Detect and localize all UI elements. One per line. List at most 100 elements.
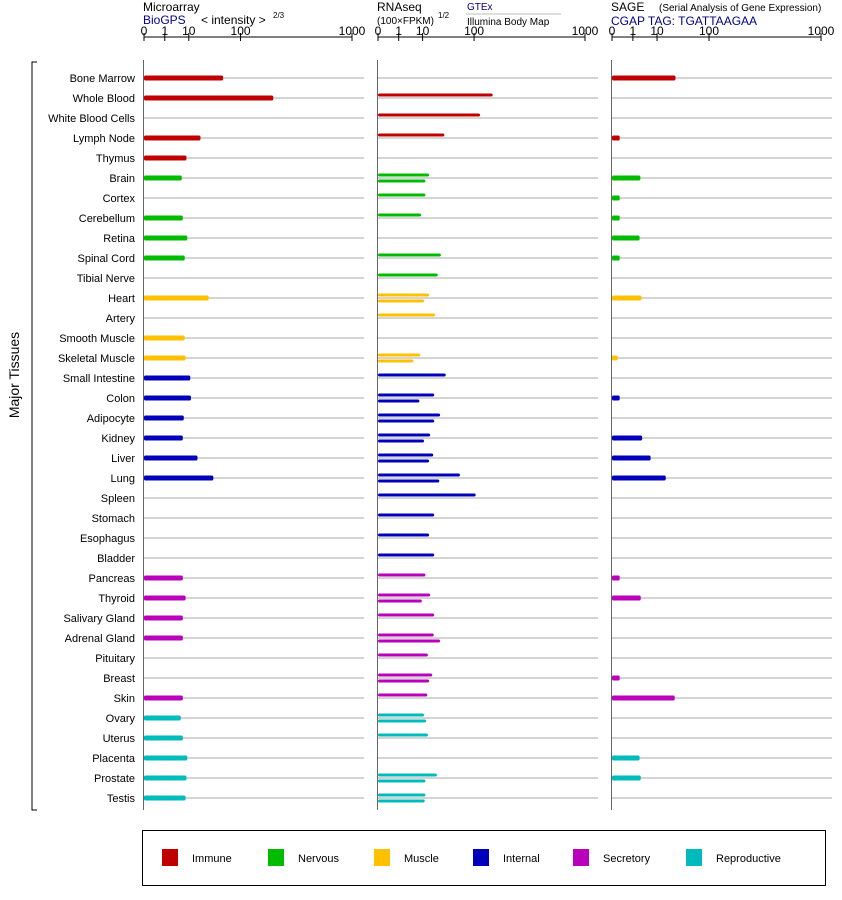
legend-label-immune: Immune	[192, 853, 232, 865]
tissue-label: Spinal Cord	[78, 253, 135, 265]
microarray-bar	[144, 595, 186, 601]
microarray-source-link[interactable]: BioGPS	[143, 13, 186, 27]
microarray-bar	[144, 95, 274, 101]
rnaseq-source-gtex-link[interactable]: GTEx	[467, 2, 493, 13]
legend-swatch-immune	[162, 849, 178, 866]
rnaseq-scale-exponent: 1/2	[438, 11, 450, 20]
tissue-label: Uterus	[103, 733, 136, 745]
microarray-bar	[144, 695, 183, 701]
sage-bar	[612, 435, 643, 441]
tissue-label: Thyroid	[98, 593, 135, 605]
tissue-label: Colon	[106, 393, 135, 405]
rnaseq-gtex-bar	[378, 213, 422, 217]
rnaseq-illumina-bar	[378, 299, 425, 303]
rnaseq-illumina-bar	[378, 479, 440, 483]
sage-tick-label: 1000	[808, 24, 835, 38]
rnaseq-gtex-bar	[378, 773, 437, 777]
tissue-label: Placenta	[92, 753, 136, 765]
rnaseq-gtex-bar	[378, 453, 434, 457]
rnaseq-illumina-bar	[378, 599, 422, 603]
rnaseq-gtex-bar	[378, 193, 426, 197]
legend-label-reproductive: Reproductive	[716, 853, 781, 865]
tissue-label: Retina	[103, 233, 136, 245]
sage-bar	[612, 595, 641, 601]
sage-bar	[612, 575, 620, 581]
microarray-bar	[144, 735, 183, 741]
sage-subtitle: (Serial Analysis of Gene Expression)	[659, 3, 821, 14]
legend-swatch-secretory	[573, 849, 589, 866]
legend-swatch-reproductive	[686, 849, 702, 866]
legend-swatch-internal	[473, 849, 489, 866]
rnaseq-gtex-bar	[378, 293, 430, 297]
microarray-bar	[144, 715, 181, 721]
microarray-bar	[144, 755, 188, 761]
rnaseq-tick-label: 100	[464, 24, 484, 38]
tissue-label: Pituitary	[95, 653, 135, 665]
microarray-tick-label: 10	[182, 24, 196, 38]
sage-bar	[612, 195, 620, 201]
tissue-label: Lung	[111, 473, 135, 485]
tissue-label: Adipocyte	[87, 413, 135, 425]
sage-tag-link[interactable]: CGAP TAG: TGATTAAGAA	[611, 14, 757, 28]
tissue-label: Lymph Node	[73, 133, 135, 145]
rnaseq-scale-note: (100×FPKM)	[377, 16, 434, 27]
microarray-bar	[144, 75, 224, 81]
microarray-bar	[144, 255, 185, 261]
rnaseq-gtex-bar	[378, 653, 428, 657]
tissue-label: Liver	[111, 453, 135, 465]
tissue-label: White Blood Cells	[48, 113, 135, 125]
microarray-bar	[144, 575, 183, 581]
sage-bar	[612, 75, 676, 81]
rnaseq-tick-label: 10	[416, 24, 430, 38]
rnaseq-tick-label: 1000	[572, 24, 599, 38]
legend-label-muscle: Muscle	[404, 853, 439, 865]
tissue-label: Salivary Gland	[63, 613, 135, 625]
sage-bar	[612, 255, 620, 261]
rnaseq-gtex-bar	[378, 553, 435, 557]
sage-bar	[612, 695, 675, 701]
rnaseq-gtex-bar	[378, 513, 435, 517]
sage-bar	[612, 775, 641, 781]
microarray-bar	[144, 155, 187, 161]
rnaseq-gtex-bar	[378, 413, 441, 417]
sage-bar	[612, 175, 641, 181]
microarray-bar	[144, 295, 209, 301]
microarray-scale-exponent: 2/3	[273, 11, 285, 20]
rnaseq-source-illumina: Illumina Body Map	[467, 17, 550, 28]
tissue-label: Pancreas	[89, 573, 136, 585]
microarray-bar	[144, 135, 201, 141]
rnaseq-gtex-bar	[378, 733, 428, 737]
tissue-label: Ovary	[106, 713, 136, 725]
rnaseq-illumina-bar	[378, 779, 426, 783]
legend-swatch-nervous	[268, 849, 284, 866]
sage-bar	[612, 295, 642, 301]
sage-bar	[612, 215, 620, 221]
microarray-bar	[144, 475, 214, 481]
microarray-bar	[144, 615, 183, 621]
rnaseq-gtex-bar	[378, 173, 430, 177]
tissue-label: Smooth Muscle	[59, 333, 135, 345]
rnaseq-gtex-bar	[378, 273, 438, 277]
legend-label-internal: Internal	[503, 853, 540, 865]
rnaseq-gtex-bar	[378, 613, 435, 617]
microarray-tick-label: 1	[161, 24, 168, 38]
microarray-bar	[144, 775, 187, 781]
microarray-title: Microarray	[143, 0, 200, 14]
sage-bar	[612, 755, 640, 761]
sage-bar	[612, 235, 640, 241]
rnaseq-gtex-bar	[378, 93, 493, 97]
rnaseq-gtex-bar	[378, 793, 426, 797]
sage-tick-label: 1	[630, 24, 637, 38]
sage-bar	[612, 355, 618, 361]
rnaseq-illumina-bar	[378, 359, 414, 363]
microarray-tick-label: 1000	[339, 24, 366, 38]
rnaseq-illumina-bar	[378, 459, 430, 463]
tissue-label: Whole Blood	[73, 93, 135, 105]
rnaseq-gtex-bar	[378, 473, 460, 477]
rnaseq-illumina-bar	[378, 639, 441, 643]
rnaseq-gtex-bar	[378, 493, 476, 497]
legend-swatch-muscle	[374, 849, 390, 866]
microarray-bar	[144, 795, 186, 801]
tissue-label: Tibial Nerve	[77, 273, 135, 285]
